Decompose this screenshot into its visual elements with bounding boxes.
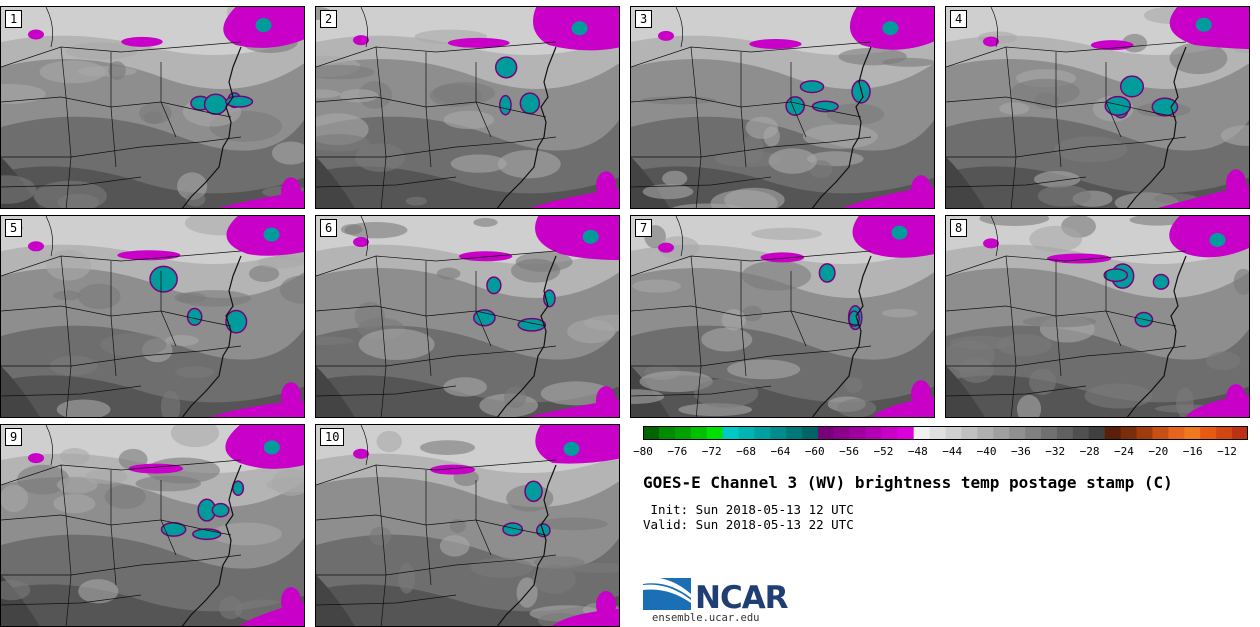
colorbar-segment [977,426,994,440]
colorbar-segment [706,426,724,440]
colorbar-segment [722,426,740,440]
colorbar-segment [674,426,692,440]
colorbar-segment [897,426,915,440]
colorbar-tick-label: −36 [1010,445,1031,458]
stamp-map [1,7,304,208]
stamp-map [1,425,304,626]
colorbar-segment [929,426,946,440]
colorbar-segment [818,426,835,440]
colorbar-segment [802,426,819,440]
panel-number: 4 [950,10,968,28]
colorbar-segment [913,426,931,440]
colorbar-segment [945,426,962,440]
colorbar-tick-label: −52 [873,445,894,458]
stamp-panel: 1 [0,6,305,209]
stamp-map [946,7,1249,208]
colorbar-segment [1025,426,1042,440]
colorbar-segment [1056,426,1074,440]
colorbar-segment [1184,426,1201,440]
colorbar-segment [1120,426,1138,440]
colorbar-tick-label: −40 [976,445,997,458]
stamp-panel: 8 [945,215,1250,418]
panel-number: 2 [320,10,338,28]
colorbar-tick-label: −24 [1114,445,1134,458]
colorbar-segment [961,426,978,440]
colorbar-segment [1104,426,1122,440]
colorbar-tick-label: −68 [736,445,756,458]
panel-number: 8 [950,219,968,237]
colorbar-segment [658,426,676,440]
colorbar-segment [690,426,708,440]
stamp-panel: 7 [630,215,935,418]
colorbar-segment [1009,426,1026,440]
stamp-map [1,216,304,417]
colorbar [643,426,1248,440]
colorbar-tick-label: −20 [1148,445,1169,458]
colorbar-tick-label: −48 [907,445,928,458]
stamp-map [631,216,934,417]
stamp-map [946,216,1249,417]
stamp-panel: 4 [945,6,1250,209]
colorbar-tick-label: −80 [633,445,653,458]
stamp-map [316,7,619,208]
stamp-panel: 3 [630,6,935,209]
init-time: Init: Sun 2018-05-13 12 UTC [643,502,854,517]
colorbar-segment [1232,426,1248,440]
colorbar-tick-label: −32 [1045,445,1066,458]
colorbar-segment [643,426,660,440]
panel-number: 7 [635,219,653,237]
panel-number: 10 [320,428,345,446]
colorbar-segment [993,426,1010,440]
colorbar-segment [849,426,867,440]
colorbar-tick-label: −28 [1079,445,1100,458]
ncar-logo-text: NCAR [695,580,789,616]
valid-time: Valid: Sun 2018-05-13 22 UTC [643,517,854,532]
colorbar-tick-label: −72 [701,445,722,458]
colorbar-segment [1216,426,1233,440]
stamp-map [316,425,619,626]
colorbar-segment [738,426,755,440]
colorbar-segment [881,426,899,440]
colorbar-segment [1041,426,1058,440]
colorbar-segment [865,426,883,440]
colorbar-tick-label: −64 [770,445,791,458]
panel-number: 1 [5,10,23,28]
panel-number: 9 [5,428,23,446]
logo-url: ensemble.ucar.edu [652,612,760,624]
stamp-panel: 9 [0,424,305,627]
colorbar-segment [1072,426,1090,440]
colorbar-frame [643,426,1248,440]
colorbar-segment [834,426,851,440]
stamp-panel: 6 [315,215,620,418]
colorbar-tick-label: −12 [1217,445,1237,458]
stamp-panel: 10 [315,424,620,627]
colorbar-segment [1200,426,1217,440]
stamp-panel: 5 [0,215,305,418]
colorbar-tick-label: −76 [667,445,688,458]
colorbar-tick-label: −16 [1182,445,1203,458]
colorbar-segment [754,426,771,440]
colorbar-segment [1152,426,1169,440]
panel-number: 6 [320,219,338,237]
panel-number: 3 [635,10,653,28]
stamp-map [316,216,619,417]
stamp-map [631,7,934,208]
figure-title: GOES-E Channel 3 (WV) brightness temp po… [643,473,1173,492]
colorbar-segment [1088,426,1106,440]
ncar-logo-icon [643,577,691,610]
colorbar-segment [1168,426,1185,440]
colorbar-segment [770,426,787,440]
colorbar-tick-label: −44 [942,445,963,458]
colorbar-tick-label: −56 [839,445,860,458]
panel-number: 5 [5,219,23,237]
stamp-panel: 2 [315,6,620,209]
colorbar-tick-label: −60 [804,445,825,458]
colorbar-segment [1136,426,1153,440]
colorbar-segment [786,426,803,440]
